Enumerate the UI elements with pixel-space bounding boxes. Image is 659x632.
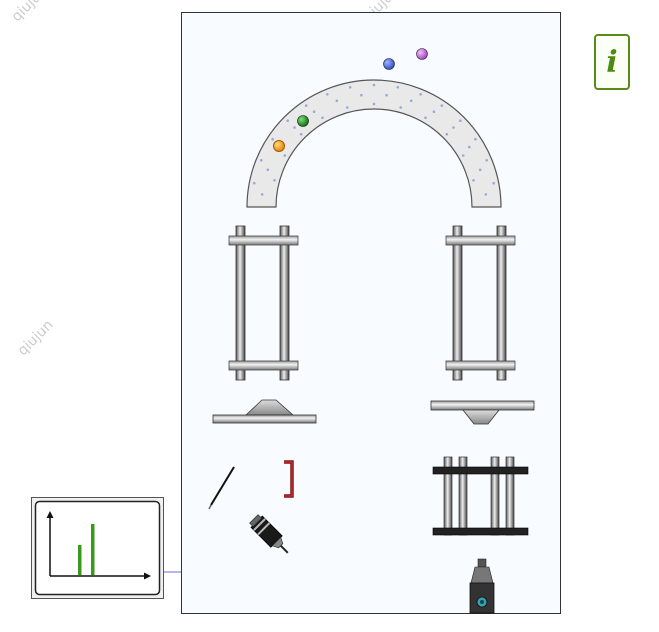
field-dot xyxy=(485,159,489,162)
green-sphere[interactable] xyxy=(297,115,309,127)
right-frame[interactable] xyxy=(445,225,516,381)
field-dot xyxy=(273,179,276,182)
field-dot xyxy=(299,132,303,136)
orange-sphere[interactable] xyxy=(273,140,285,152)
field-dot xyxy=(271,137,274,141)
red-clip[interactable] xyxy=(284,460,294,498)
field-dot xyxy=(409,99,413,103)
field-dots xyxy=(253,83,496,196)
field-dot xyxy=(260,193,264,196)
field-dot xyxy=(360,93,363,97)
field-dot xyxy=(346,106,349,109)
field-dot xyxy=(399,106,403,109)
light-source[interactable] xyxy=(248,513,293,558)
field-dot xyxy=(461,154,465,157)
wire-tool[interactable] xyxy=(208,466,235,510)
spectrum-bar xyxy=(91,524,95,575)
field-dot xyxy=(424,116,427,120)
field-dot xyxy=(468,145,471,149)
field-dot xyxy=(396,86,400,89)
field-dot xyxy=(445,132,449,136)
field-dot xyxy=(419,93,423,96)
purple-sphere[interactable] xyxy=(416,48,428,60)
field-dot xyxy=(452,126,455,129)
left-frame[interactable] xyxy=(228,225,299,381)
info-button[interactable]: i xyxy=(594,34,630,90)
blue-sphere[interactable] xyxy=(383,58,395,70)
bar-spectrum-icon xyxy=(31,497,164,599)
field-dot xyxy=(260,159,263,162)
field-dot xyxy=(484,193,488,196)
spectrum-button[interactable] xyxy=(31,497,164,599)
field-dot xyxy=(335,99,339,103)
field-dot xyxy=(492,181,496,185)
left-lens-base[interactable] xyxy=(212,399,317,424)
field-dot xyxy=(321,116,324,120)
right-lens-base[interactable] xyxy=(430,400,535,425)
field-dot xyxy=(293,126,296,129)
field-dot xyxy=(432,110,436,113)
field-dot xyxy=(286,119,290,122)
field-dot xyxy=(326,93,329,96)
field-dot xyxy=(440,104,444,107)
field-dot xyxy=(385,93,388,97)
spectrum-bar xyxy=(78,545,82,575)
field-dot xyxy=(253,181,256,185)
arch-deflector xyxy=(246,79,502,208)
field-dot xyxy=(312,110,316,113)
field-dot xyxy=(372,102,376,106)
field-dot xyxy=(266,168,270,172)
grating-ladder[interactable] xyxy=(432,456,529,536)
detector[interactable] xyxy=(469,558,495,614)
field-dot xyxy=(472,179,475,182)
field-dot xyxy=(459,119,462,122)
field-dot xyxy=(478,168,482,172)
field-dot xyxy=(304,104,308,107)
field-dot xyxy=(348,86,352,89)
field-dot xyxy=(283,154,287,157)
field-dot xyxy=(474,137,477,141)
field-dot xyxy=(372,83,376,87)
